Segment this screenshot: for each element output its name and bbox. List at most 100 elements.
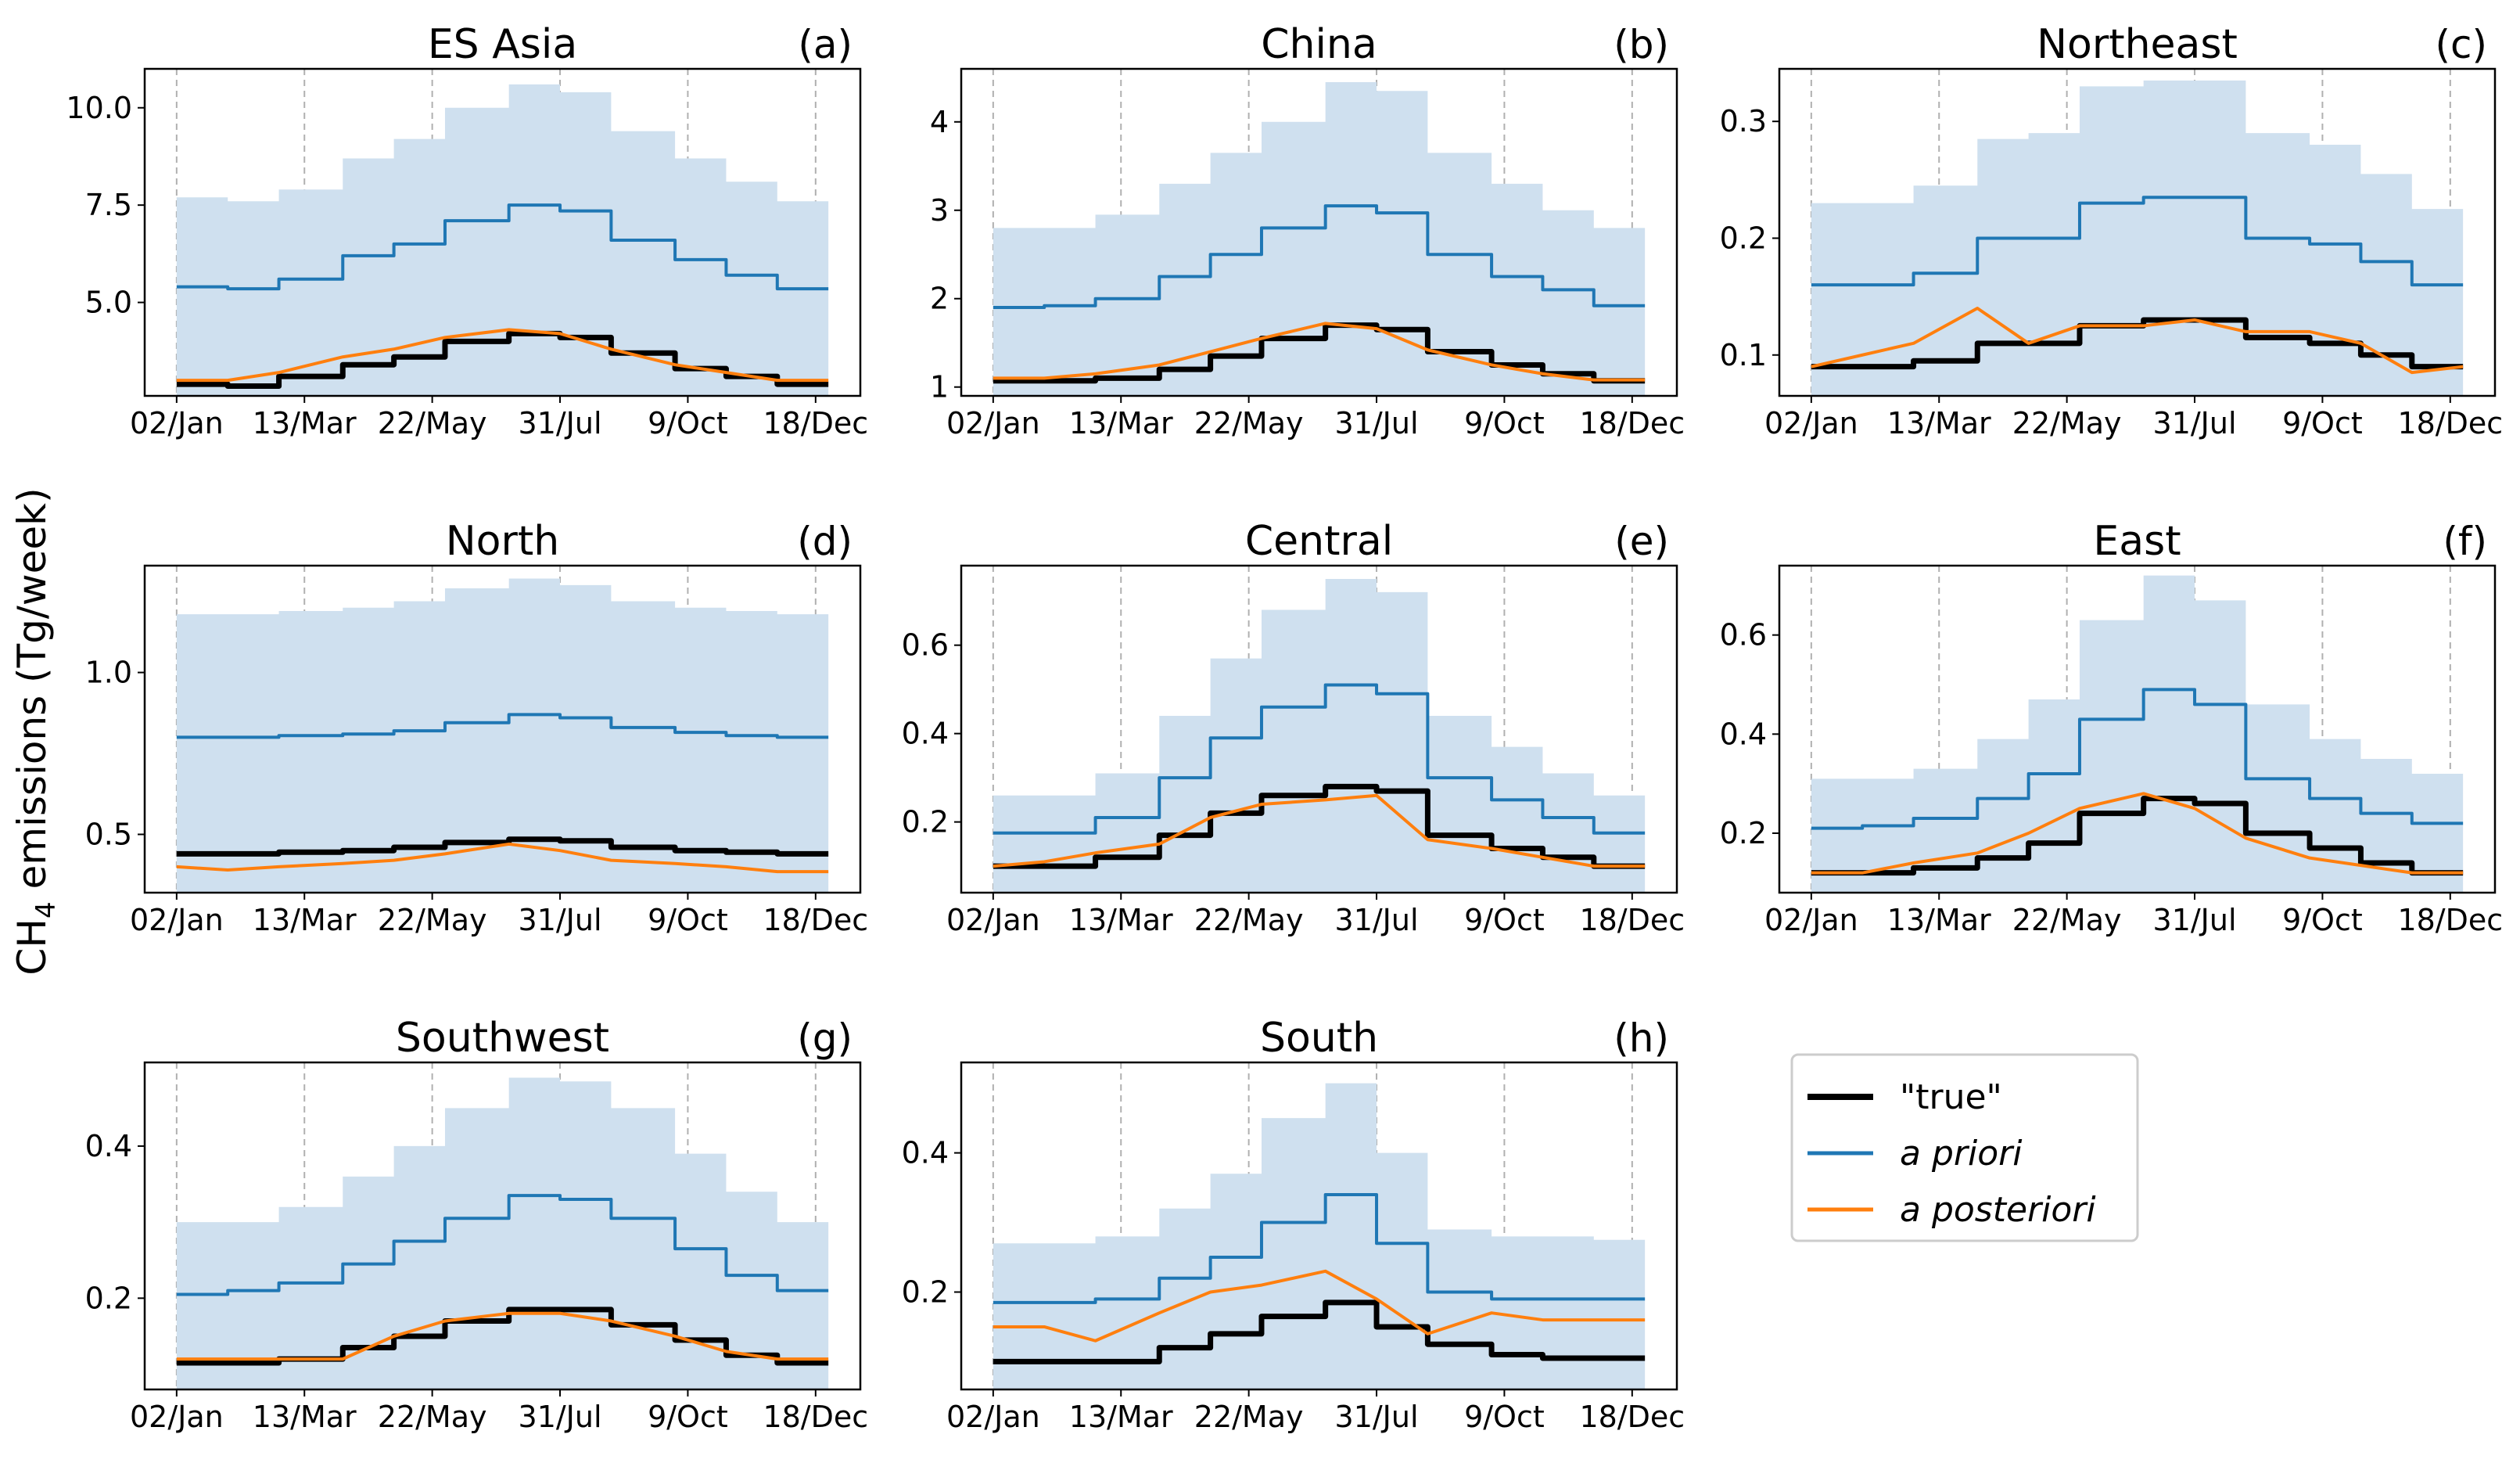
plot-area bbox=[175, 566, 829, 893]
x-tick-label: 31/Jul bbox=[1335, 903, 1419, 937]
x-tick-label: 9/Oct bbox=[1464, 1400, 1545, 1434]
panel-title: Central bbox=[1245, 518, 1393, 565]
x-tick-label: 31/Jul bbox=[1335, 1400, 1419, 1434]
series-line bbox=[176, 203, 829, 291]
x-tick-label: 9/Oct bbox=[1464, 406, 1545, 440]
panel: 02/Jan 13/Mar 22/May 31/Jul 9/Oct 18/Dec 1 2 3 4 C… bbox=[930, 21, 1685, 440]
y-tick-label: 4 bbox=[930, 105, 949, 139]
series-line bbox=[993, 1192, 1646, 1304]
x-tick-label: 13/Mar bbox=[253, 406, 357, 440]
x-tick-label: 9/Oct bbox=[2282, 903, 2363, 937]
axes-frame bbox=[1778, 564, 2497, 894]
y-tick-label: 0.1 bbox=[1720, 338, 1767, 372]
panel-label: (b) bbox=[1614, 22, 1669, 67]
panel: 02/Jan 13/Mar 22/May 31/Jul 9/Oct 18/Dec 0.2 0.… bbox=[1720, 518, 2504, 937]
axes-frame bbox=[1778, 67, 2497, 397]
x-tick-label: 18/Dec bbox=[763, 903, 868, 937]
series-line bbox=[176, 330, 829, 390]
x-tick-label: 22/May bbox=[1194, 406, 1304, 440]
panel-title: ES Asia bbox=[428, 21, 577, 68]
axes-frame bbox=[143, 67, 862, 397]
x-tick-label: 18/Dec bbox=[2397, 406, 2503, 440]
x-tick-label: 02/Jan bbox=[1764, 406, 1858, 440]
plot-area bbox=[992, 69, 1646, 396]
uncertainty-band bbox=[176, 1077, 829, 1389]
y-tick-label: 1 bbox=[930, 370, 949, 404]
series-line bbox=[176, 1311, 829, 1361]
x-tick-label: 9/Oct bbox=[648, 406, 728, 440]
y-tick-label: 1.0 bbox=[85, 656, 132, 690]
series-line bbox=[993, 322, 1646, 384]
x-tick-label: 22/May bbox=[1194, 1400, 1304, 1434]
x-tick-label: 02/Jan bbox=[130, 903, 224, 937]
x-tick-label: 9/Oct bbox=[2282, 406, 2363, 440]
y-tick-label: 7.5 bbox=[85, 188, 132, 222]
panel: 02/Jan 13/Mar 22/May 31/Jul 9/Oct 18/Dec 0.1 0.… bbox=[1720, 21, 2504, 440]
y-label-part: CH bbox=[9, 918, 55, 976]
panel: 02/Jan 13/Mar 22/May 31/Jul 9/Oct 18/Dec 0.2 0.… bbox=[85, 1015, 869, 1434]
series-line bbox=[176, 328, 829, 383]
y-tick-label: 0.3 bbox=[1720, 104, 1767, 138]
panel-label: (c) bbox=[2435, 22, 2487, 67]
y-tick-label: 0.6 bbox=[902, 628, 949, 663]
y-label-sub: 4 bbox=[31, 901, 62, 918]
x-tick-label: 31/Jul bbox=[519, 1400, 602, 1434]
x-tick-label: 18/Dec bbox=[2397, 903, 2503, 937]
y-label-part: emissions (Tg/week) bbox=[9, 487, 55, 901]
uncertainty-band bbox=[1811, 575, 2464, 893]
uncertainty-band bbox=[993, 578, 1646, 893]
panel: 02/Jan 13/Mar 22/May 31/Jul 9/Oct 18/Dec 5.0 7.… bbox=[66, 21, 868, 440]
y-axis-label: CH4 emissions (Tg/week) bbox=[9, 487, 62, 975]
x-tick-label: 02/Jan bbox=[946, 903, 1040, 937]
y-tick-label: 0.4 bbox=[902, 1136, 949, 1170]
uncertainty-band bbox=[176, 578, 829, 893]
plot-area bbox=[175, 1062, 829, 1389]
x-tick-label: 22/May bbox=[2012, 406, 2122, 440]
x-tick-label: 13/Mar bbox=[1069, 1400, 1173, 1434]
series-line bbox=[1811, 796, 2464, 876]
x-tick-label: 31/Jul bbox=[519, 903, 602, 937]
y-tick-label: 10.0 bbox=[66, 91, 132, 125]
y-tick-label: 0.4 bbox=[1720, 717, 1767, 751]
series-line bbox=[1811, 317, 2464, 370]
x-tick-label: 22/May bbox=[1194, 903, 1304, 937]
series-line bbox=[1811, 307, 2464, 375]
y-tick-label: 0.2 bbox=[85, 1281, 132, 1315]
panel-title: South bbox=[1260, 1015, 1378, 1062]
plot-area bbox=[992, 566, 1646, 893]
legend-label: a posteriori bbox=[1900, 1190, 2096, 1230]
y-tick-label: 0.2 bbox=[902, 1274, 949, 1309]
x-tick-label: 31/Jul bbox=[2153, 406, 2237, 440]
x-tick-label: 13/Mar bbox=[1887, 406, 1991, 440]
y-tick-label: 0.4 bbox=[85, 1129, 132, 1163]
y-tick-label: 5.0 bbox=[85, 286, 132, 320]
plot-area bbox=[1810, 566, 2464, 893]
plot-area bbox=[1810, 69, 2464, 396]
series-line bbox=[1811, 792, 2464, 875]
panel-title: Northeast bbox=[2037, 21, 2238, 68]
legend-box bbox=[1790, 1053, 2139, 1242]
axes-frame bbox=[143, 1061, 862, 1391]
uncertainty-band bbox=[176, 84, 829, 396]
series-line bbox=[993, 204, 1646, 310]
x-tick-label: 13/Mar bbox=[1069, 406, 1173, 440]
panel-title: Southwest bbox=[396, 1015, 609, 1062]
x-tick-label: 13/Mar bbox=[1887, 903, 1991, 937]
x-tick-label: 02/Jan bbox=[1764, 903, 1858, 937]
panel-title: China bbox=[1261, 21, 1377, 68]
panel-label: (e) bbox=[1614, 519, 1669, 564]
axes-frame bbox=[960, 67, 1678, 397]
x-tick-label: 22/May bbox=[378, 406, 487, 440]
x-tick-label: 18/Dec bbox=[763, 1400, 868, 1434]
x-tick-label: 22/May bbox=[378, 903, 487, 937]
x-tick-label: 02/Jan bbox=[946, 406, 1040, 440]
series-line bbox=[1811, 196, 2464, 287]
x-tick-label: 02/Jan bbox=[130, 1400, 224, 1434]
uncertainty-band bbox=[1811, 80, 2464, 396]
series-line bbox=[993, 683, 1646, 835]
x-tick-label: 18/Dec bbox=[1579, 406, 1685, 440]
y-tick-label: 0.2 bbox=[902, 805, 949, 839]
x-tick-label: 9/Oct bbox=[648, 1400, 728, 1434]
x-tick-label: 13/Mar bbox=[1069, 903, 1173, 937]
